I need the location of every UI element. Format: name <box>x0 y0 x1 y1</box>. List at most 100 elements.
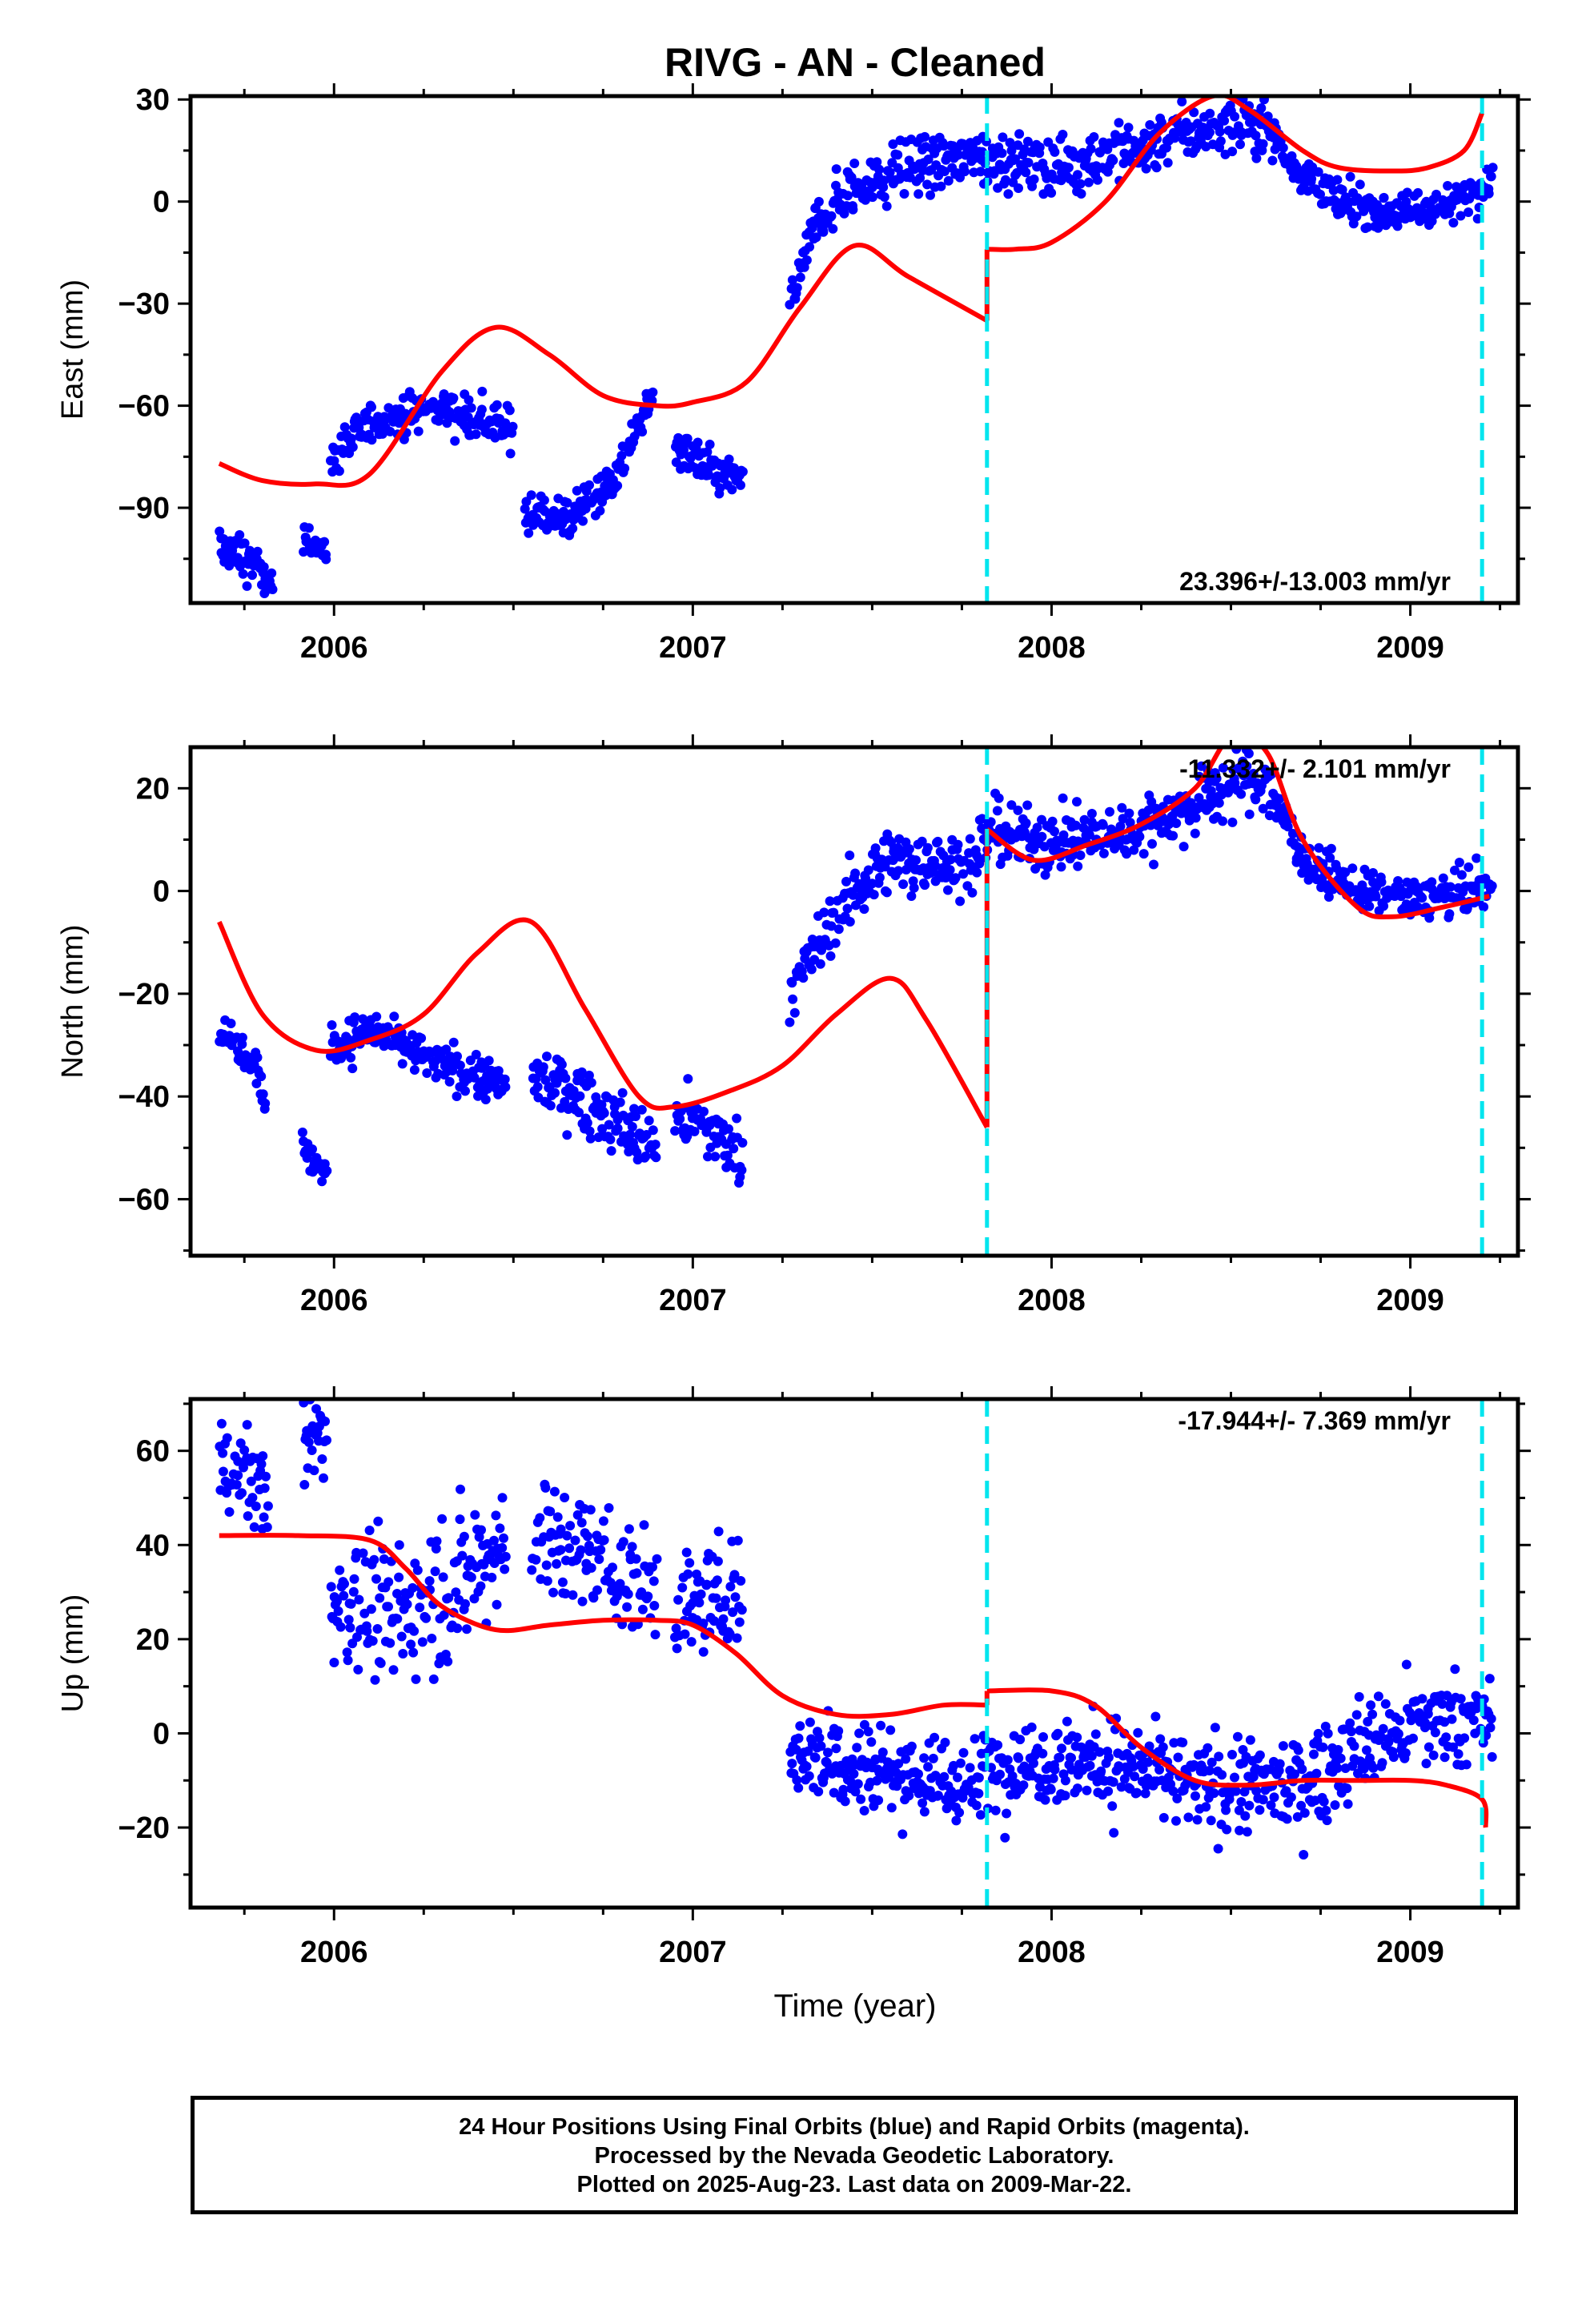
data-point <box>1029 174 1039 184</box>
data-point <box>1255 1750 1265 1760</box>
data-point <box>1038 1748 1048 1759</box>
data-point <box>1343 1799 1353 1809</box>
data-point <box>1023 158 1034 168</box>
data-point <box>1015 1735 1026 1745</box>
data-point <box>1192 1815 1203 1825</box>
data-point <box>1164 819 1174 830</box>
data-point <box>462 1624 472 1634</box>
data-point <box>958 139 968 149</box>
data-point <box>1082 1785 1092 1795</box>
data-point <box>1143 1757 1153 1767</box>
data-point <box>1239 1787 1250 1797</box>
data-point <box>364 1526 375 1535</box>
data-point <box>605 1134 616 1144</box>
data-point <box>1072 1732 1082 1743</box>
data-point <box>1242 761 1252 771</box>
data-point <box>1417 893 1427 903</box>
data-point <box>455 1060 465 1071</box>
data-point <box>370 1675 380 1685</box>
data-point <box>1001 175 1010 185</box>
data-point <box>409 1065 420 1075</box>
data-point <box>562 497 572 508</box>
data-point <box>972 867 982 878</box>
data-point <box>636 1104 647 1115</box>
data-point <box>1177 96 1187 107</box>
data-point <box>816 1741 826 1751</box>
data-point <box>1456 1694 1466 1704</box>
data-point <box>930 1732 940 1743</box>
data-point <box>245 545 255 556</box>
x-tick-label: 2006 <box>300 1284 368 1317</box>
y-tick-label: −20 <box>118 978 170 1011</box>
model-curve <box>986 747 1490 919</box>
data-point <box>1484 1674 1495 1684</box>
data-point <box>576 1067 587 1077</box>
rate-annotation: -11.332+/- 2.101 mm/yr <box>1179 754 1451 783</box>
data-point <box>805 1717 815 1727</box>
data-point <box>803 1746 813 1756</box>
data-point <box>1461 1759 1472 1770</box>
data-point <box>385 426 396 436</box>
x-tick-label: 2009 <box>1376 631 1444 665</box>
data-point <box>1319 1796 1329 1807</box>
data-point <box>492 400 502 410</box>
data-point <box>1363 222 1373 232</box>
data-point <box>866 1737 877 1747</box>
data-point <box>939 167 950 176</box>
data-point <box>542 1051 552 1062</box>
data-point <box>434 416 444 426</box>
data-point <box>1299 1850 1309 1860</box>
data-point <box>1354 1691 1364 1702</box>
data-point <box>476 1581 486 1591</box>
data-point <box>582 1118 592 1128</box>
data-point <box>737 1165 747 1176</box>
data-point <box>1002 1755 1013 1765</box>
data-point <box>718 1614 729 1624</box>
data-point <box>1258 1795 1268 1805</box>
data-point <box>787 978 797 988</box>
panel-frame <box>188 94 1520 605</box>
data-point <box>798 973 809 983</box>
data-point <box>1376 877 1387 887</box>
data-point <box>1487 1751 1497 1762</box>
data-point <box>385 1638 396 1648</box>
data-point <box>588 1593 599 1603</box>
data-point <box>596 1545 606 1555</box>
data-point <box>427 1634 437 1643</box>
data-point <box>811 232 821 243</box>
data-point <box>409 1626 420 1636</box>
data-point <box>317 1454 327 1464</box>
data-point <box>1450 865 1460 875</box>
data-point <box>1021 818 1031 828</box>
x-tick-label: 2009 <box>1376 1936 1444 1969</box>
data-point <box>599 1108 609 1118</box>
data-point <box>216 1418 227 1429</box>
data-point <box>917 1798 928 1808</box>
data-point <box>806 964 817 975</box>
data-point <box>1318 1742 1328 1752</box>
data-point <box>1244 1800 1255 1811</box>
data-point <box>958 1747 969 1758</box>
data-point <box>793 1733 804 1743</box>
data-point <box>489 1535 499 1546</box>
x-tick-label: 2006 <box>300 631 368 665</box>
data-point <box>548 1587 558 1598</box>
data-point <box>933 1791 943 1800</box>
data-point <box>1373 1691 1383 1702</box>
data-point <box>685 1558 695 1568</box>
data-point <box>1275 1759 1285 1769</box>
data-point <box>852 1743 862 1753</box>
data-point <box>1098 848 1109 858</box>
data-point <box>859 904 869 915</box>
data-point <box>805 242 815 252</box>
data-point <box>383 1602 393 1612</box>
data-point <box>1006 146 1017 156</box>
data-point <box>946 854 956 865</box>
data-point <box>712 1575 722 1586</box>
data-point <box>585 1133 596 1144</box>
panel-east: 2006 2007 2008 2009 −90 −60 −30 0 30 East (mm) 23.… <box>56 83 1531 665</box>
data-point <box>1278 1741 1288 1751</box>
data-point <box>885 1725 896 1735</box>
data-point <box>339 1578 349 1589</box>
data-point <box>1108 155 1118 166</box>
